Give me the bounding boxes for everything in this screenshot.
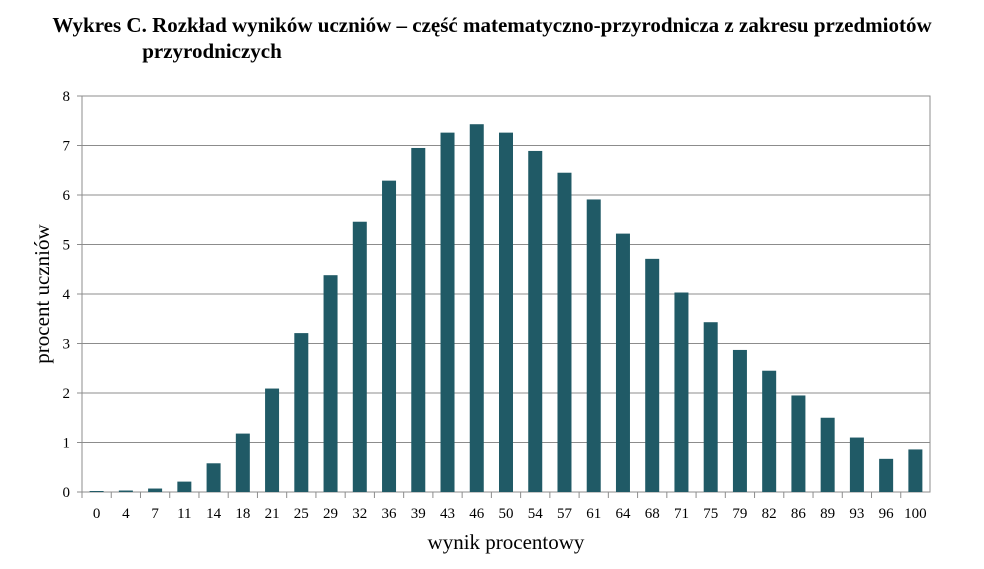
y-tick-labels: 0 1 2 3 4 5 6 7 8 xyxy=(63,89,71,501)
x-tick-label: 100 xyxy=(904,506,927,522)
y-tick-label: 6 xyxy=(63,188,71,204)
x-tick-label: 4 xyxy=(122,506,130,522)
bar xyxy=(645,258,660,492)
x-tick-label: 64 xyxy=(615,506,631,522)
x-tick-label: 61 xyxy=(586,506,601,522)
bar xyxy=(148,488,163,492)
x-tick-label: 89 xyxy=(820,506,835,522)
bar xyxy=(586,199,601,492)
bar xyxy=(879,458,894,492)
x-tick-label: 79 xyxy=(732,506,747,522)
chart-title-line2: przyrodniczych xyxy=(142,39,282,63)
x-tick-label: 71 xyxy=(674,506,689,522)
y-tick-label: 0 xyxy=(63,485,71,501)
bar xyxy=(411,147,426,492)
bar xyxy=(89,491,104,492)
y-tick-label: 3 xyxy=(63,337,71,353)
y-tick-label: 1 xyxy=(63,436,71,452)
bar xyxy=(177,481,192,492)
bar xyxy=(294,333,309,492)
x-tick-labels: 0 4 7 11 14 18 21 25 29 32 36 39 43 46 50 54 57 61 64 68 71 7… xyxy=(93,506,927,522)
x-tick-label: 43 xyxy=(440,506,455,522)
bar xyxy=(791,395,806,492)
bar xyxy=(118,490,133,492)
bar xyxy=(908,449,923,492)
y-tick-label: 4 xyxy=(63,287,71,303)
y-tick-label: 5 xyxy=(63,238,71,254)
bar xyxy=(440,132,455,492)
bar xyxy=(849,437,864,492)
x-tick-label: 96 xyxy=(879,506,895,522)
x-tick-label: 7 xyxy=(151,506,159,522)
bar xyxy=(762,370,777,492)
y-tick-label: 8 xyxy=(63,89,71,105)
bar xyxy=(528,150,543,492)
x-tick-label: 18 xyxy=(235,506,250,522)
bar xyxy=(557,172,572,492)
x-tick-label: 86 xyxy=(791,506,807,522)
y-tick-label: 7 xyxy=(63,139,71,155)
bar xyxy=(382,180,397,492)
bar xyxy=(469,124,484,492)
x-tick-label: 68 xyxy=(645,506,660,522)
x-tick-label: 0 xyxy=(93,506,101,522)
x-tick-label: 29 xyxy=(323,506,338,522)
y-tick-label: 2 xyxy=(63,386,71,402)
chart-title: Wykres C. Rozkład wyników uczniów – częś… xyxy=(0,12,984,64)
bar xyxy=(352,221,367,493)
x-tick-label: 14 xyxy=(206,506,222,522)
bar xyxy=(206,463,221,492)
x-axis-label: wynik procentowy xyxy=(428,530,585,554)
bar xyxy=(674,292,689,492)
x-tick-label: 32 xyxy=(352,506,367,522)
bar xyxy=(265,388,280,492)
bar xyxy=(615,233,630,493)
x-tick-label: 21 xyxy=(265,506,280,522)
bar xyxy=(820,417,835,492)
bar xyxy=(323,275,338,492)
x-tick-label: 54 xyxy=(528,506,544,522)
x-tick-label: 57 xyxy=(557,506,573,522)
x-tick-label: 46 xyxy=(469,506,485,522)
x-tick-label: 25 xyxy=(294,506,309,522)
x-tick-label: 11 xyxy=(177,506,191,522)
x-tick-label: 75 xyxy=(703,506,718,522)
chart-title-line1: Wykres C. Rozkład wyników uczniów – częś… xyxy=(52,13,932,37)
bar xyxy=(235,433,250,492)
x-tick-label: 82 xyxy=(762,506,777,522)
x-tick-label: 93 xyxy=(849,506,864,522)
x-tick-label: 36 xyxy=(382,506,398,522)
x-tick-label: 50 xyxy=(499,506,514,522)
bar xyxy=(703,322,718,492)
y-axis-label: procent uczniów xyxy=(30,223,54,363)
x-tick-label: 39 xyxy=(411,506,426,522)
bar xyxy=(499,132,513,492)
bar xyxy=(732,349,747,492)
bars xyxy=(89,124,923,493)
